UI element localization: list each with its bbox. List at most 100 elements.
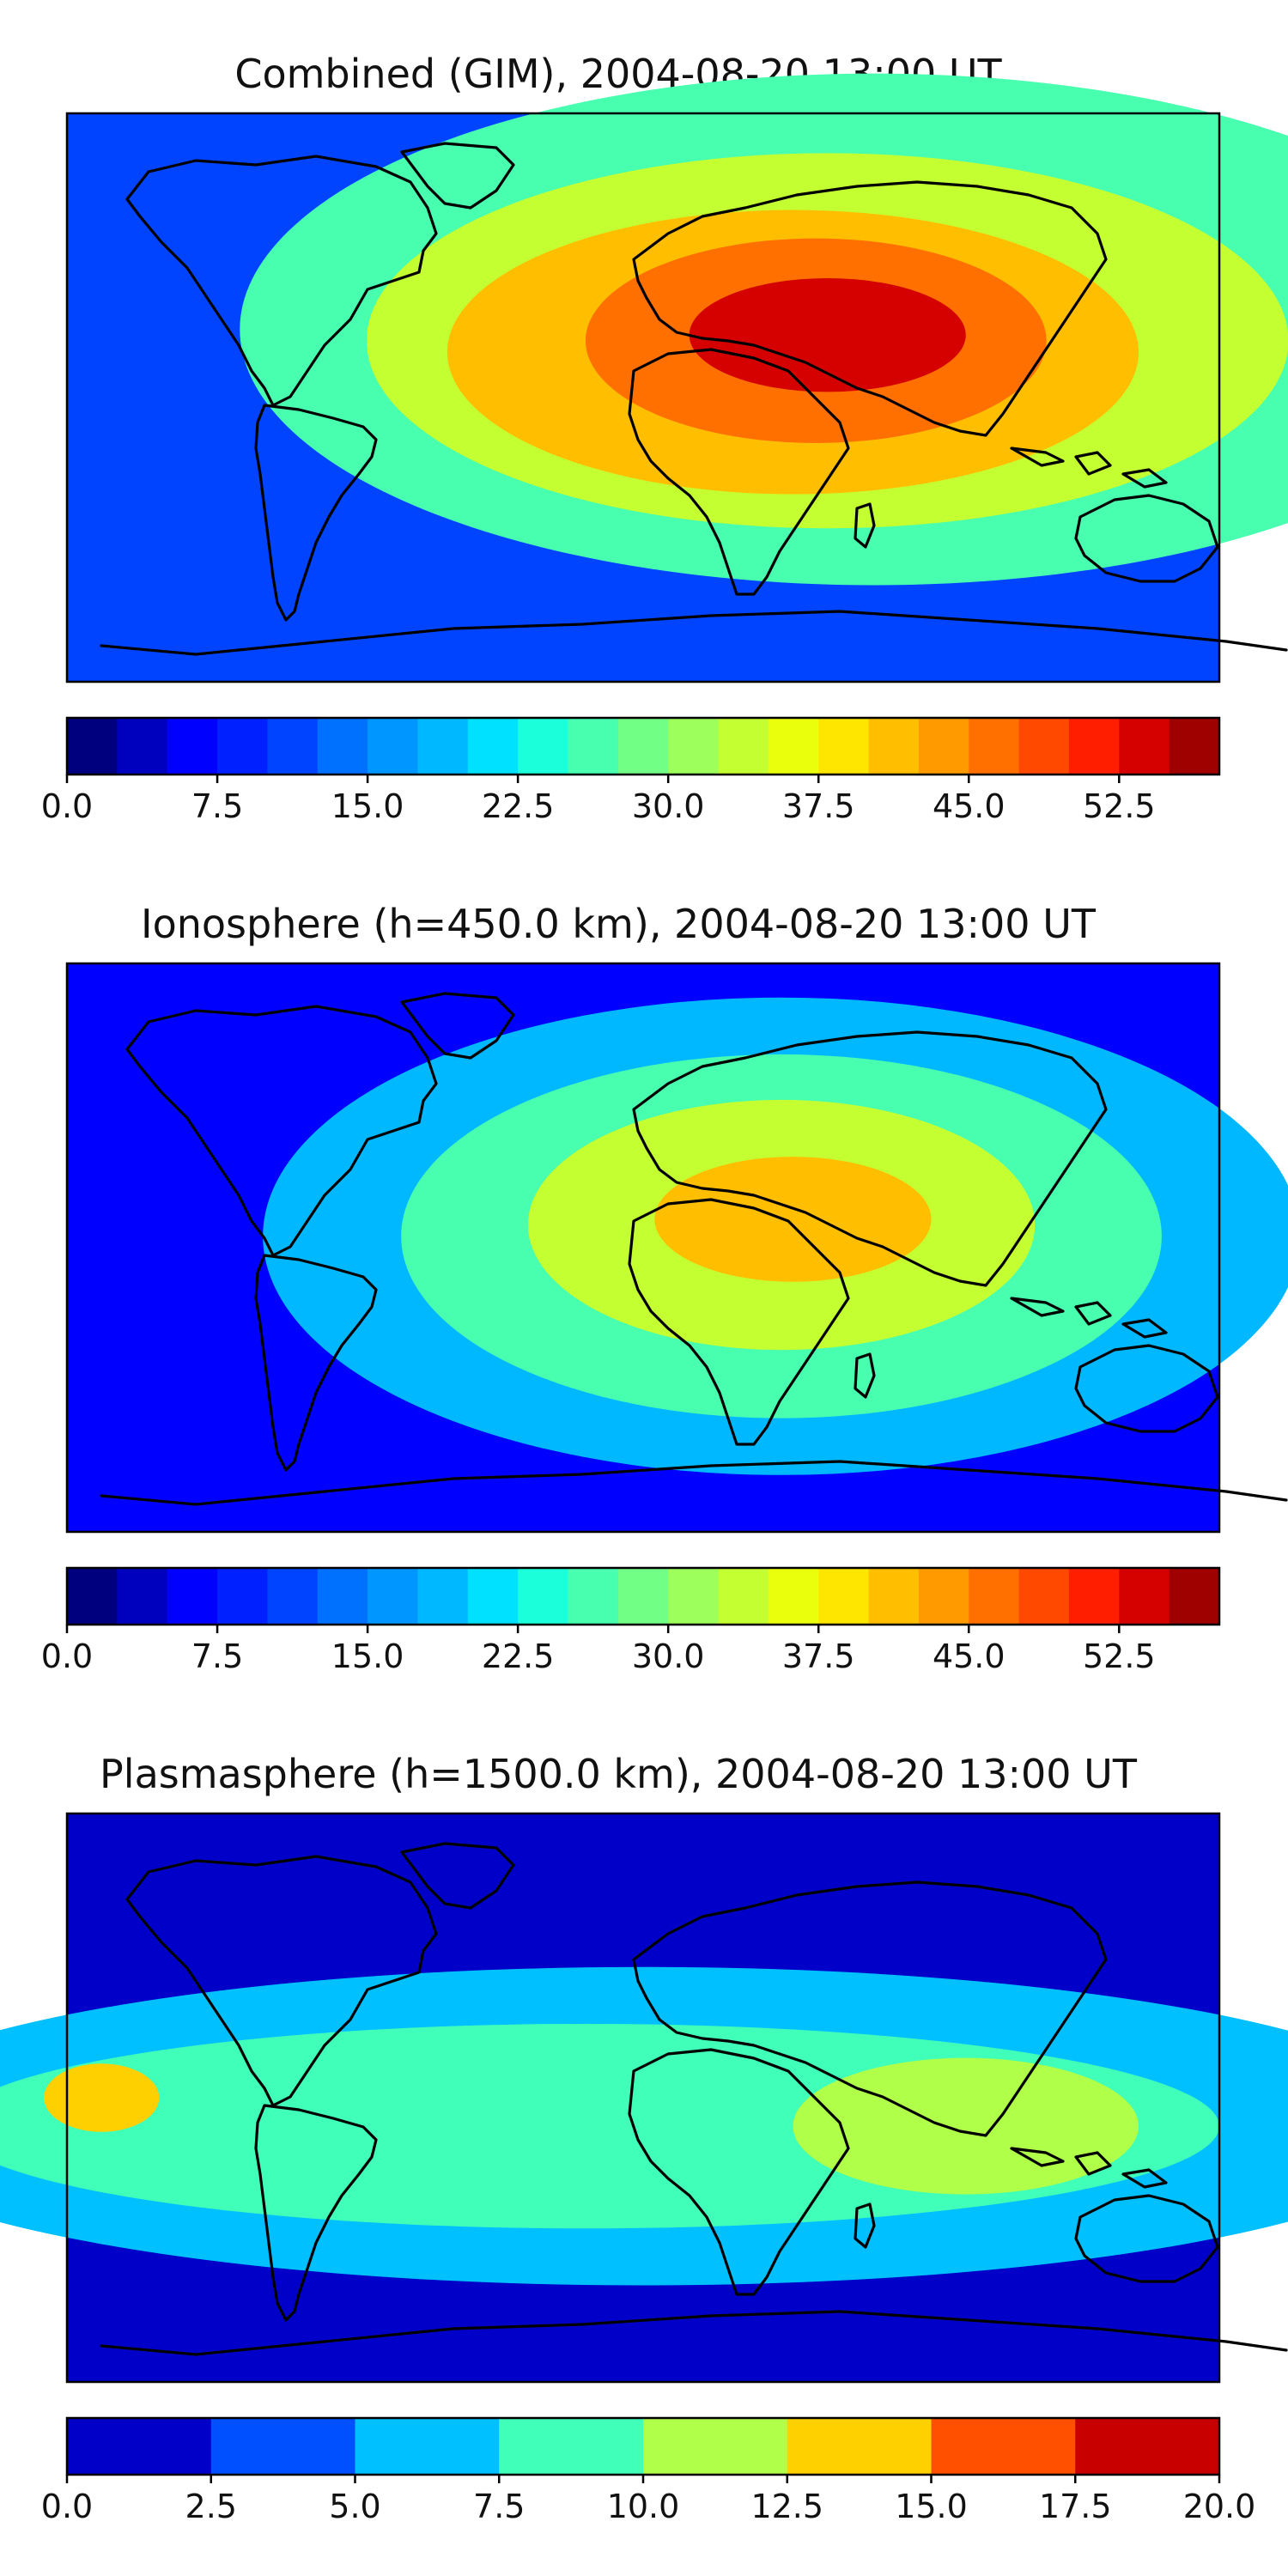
colorbar-frame [65, 716, 1221, 776]
colorbar-swatch [1068, 718, 1120, 775]
map-frame [65, 1812, 1221, 2384]
colorbar-swatch [67, 2418, 212, 2475]
colorbar-swatch [868, 718, 920, 775]
colorbar-swatch [918, 1568, 969, 1625]
colorbar-swatch [1018, 1568, 1070, 1625]
colorbar-swatch [117, 718, 168, 775]
colorbar-swatch [818, 718, 870, 775]
colorbar-swatch [355, 2418, 500, 2475]
colorbar-swatch [868, 1568, 920, 1625]
colorbar-swatch [499, 2418, 644, 2475]
colorbar-swatch [918, 718, 969, 775]
colorbar-swatch [267, 718, 319, 775]
colorbar-swatch [568, 718, 619, 775]
colorbar: 0.0 7.5 15.0 22.5 30.0 37.5 45.0 52.5 [41, 1566, 1221, 1675]
colorbar-tick-label: 7.5 [191, 1637, 243, 1675]
field-layer [67, 963, 1288, 1532]
colorbar-tick-label: 15.0 [895, 2488, 968, 2525]
colorbar-tick-label: 0.0 [41, 787, 93, 825]
panel-title: Ionosphere (h=450.0 km), 2004-08-20 13:0… [141, 901, 1097, 947]
colorbar-swatch [317, 718, 368, 775]
colorbar-swatch [931, 2418, 1076, 2475]
colorbar-swatch [167, 718, 218, 775]
colorbar-tick-label: 15.0 [331, 787, 404, 825]
colorbar-swatch [768, 1568, 819, 1625]
colorbar-tick-label: 52.5 [1083, 1637, 1156, 1675]
colorbar-tick-label: 10.0 [607, 2488, 680, 2525]
colorbar-swatch [217, 1568, 268, 1625]
colorbar-swatch [787, 2418, 933, 2475]
panel-ionosphere: Ionosphere (h=450.0 km), 2004-08-20 13:0… [41, 901, 1288, 1675]
panel-combined: Combined (GIM), 2004-08-20 13:00 UT 0.0 7… [41, 51, 1288, 825]
colorbar-swatch [417, 718, 469, 775]
colorbar-tick-label: 0.0 [41, 2488, 93, 2525]
colorbar-swatch [1169, 1568, 1220, 1625]
colorbar-swatch [668, 1568, 720, 1625]
colorbar-swatch [518, 718, 569, 775]
colorbar-swatch [217, 718, 268, 775]
colorbar-swatch [117, 1568, 168, 1625]
colorbar-swatch [467, 718, 519, 775]
colorbar-swatch [267, 1568, 319, 1625]
colorbar-frame [65, 1566, 1221, 1626]
colorbar: 0.0 2.5 5.0 7.5 10.0 12.5 15.0 17.5 20.0 [41, 2416, 1256, 2525]
panel-plasmasphere: Plasmasphere (h=1500.0 km), 2004-08-20 1… [0, 1751, 1288, 2525]
colorbar-swatch [368, 1568, 419, 1625]
colorbar-swatch [368, 718, 419, 775]
colorbar-tick-label: 12.5 [750, 2488, 823, 2525]
colorbar-tick-label: 17.5 [1039, 2488, 1112, 2525]
colorbar-swatch [969, 1568, 1020, 1625]
colorbar-tick-label: 7.5 [473, 2488, 525, 2525]
colorbar-swatch [643, 2418, 788, 2475]
colorbar-swatch [1018, 718, 1070, 775]
colorbar-tick-label: 5.0 [329, 2488, 380, 2525]
colorbar-swatch [617, 718, 669, 775]
colorbar-swatch [1075, 2418, 1220, 2475]
colorbar-tick-label: 22.5 [482, 1637, 555, 1675]
colorbar-tick-label: 45.0 [933, 1637, 1005, 1675]
field-contour-2 [793, 2057, 1139, 2195]
colorbar-swatch [1068, 1568, 1120, 1625]
colorbar-swatch [518, 1568, 569, 1625]
colorbar-swatch [718, 718, 769, 775]
colorbar-swatch [67, 1568, 118, 1625]
colorbar-swatch [969, 718, 1020, 775]
colorbar-tick-label: 52.5 [1083, 787, 1156, 825]
colorbar-swatch [617, 1568, 669, 1625]
colorbar-tick-label: 7.5 [191, 787, 243, 825]
colorbar: 0.0 7.5 15.0 22.5 30.0 37.5 45.0 52.5 [41, 716, 1221, 825]
colorbar-tick-label: 15.0 [331, 1637, 404, 1675]
colorbar-swatch [568, 1568, 619, 1625]
colorbar-swatch [417, 1568, 469, 1625]
panel-title: Plasmasphere (h=1500.0 km), 2004-08-20 1… [100, 1751, 1138, 1797]
colorbar-tick-label: 2.5 [185, 2488, 237, 2525]
colorbar-tick-label: 22.5 [482, 787, 555, 825]
field-contour-3 [44, 2063, 160, 2132]
field-layer [0, 1814, 1288, 2382]
colorbar-swatch [1119, 718, 1170, 775]
colorbar-swatch [167, 1568, 218, 1625]
colorbar-tick-label: 30.0 [632, 787, 705, 825]
colorbar-swatch [1169, 718, 1220, 775]
field-layer [67, 73, 1288, 682]
colorbar-swatch [210, 2418, 356, 2475]
colorbar-swatch [467, 1568, 519, 1625]
colorbar-tick-label: 0.0 [41, 1637, 93, 1675]
colorbar-tick-label: 45.0 [933, 787, 1005, 825]
colorbar-swatch [668, 718, 720, 775]
colorbar-tick-label: 37.5 [782, 787, 855, 825]
colorbar-swatch [768, 718, 819, 775]
colorbar-swatch [1119, 1568, 1170, 1625]
colorbar-swatch [718, 1568, 769, 1625]
map-frame [65, 112, 1221, 683]
colorbar-swatch [67, 718, 118, 775]
colorbar-tick-label: 20.0 [1183, 2488, 1256, 2525]
field-contour-3 [654, 1157, 932, 1282]
colorbar-swatch [317, 1568, 368, 1625]
colorbar-swatch [818, 1568, 870, 1625]
map-frame [65, 962, 1221, 1534]
colorbar-tick-label: 37.5 [782, 1637, 855, 1675]
field-contour-4 [689, 277, 966, 392]
colorbar-tick-label: 30.0 [632, 1637, 705, 1675]
